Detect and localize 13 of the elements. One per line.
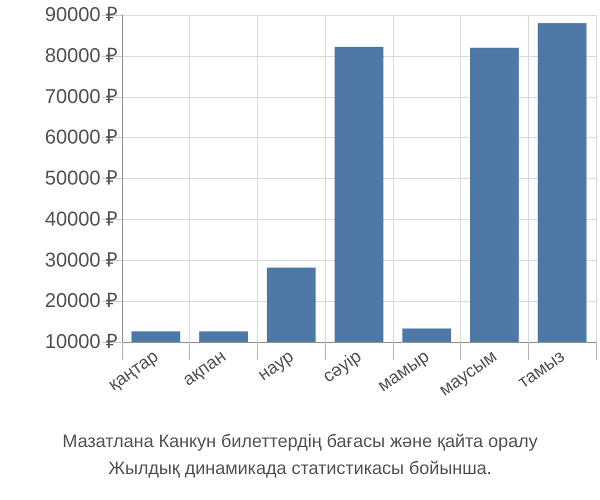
y-tick-label: 40000 ₽ <box>44 208 118 230</box>
y-tick-label: 80000 ₽ <box>44 44 118 67</box>
x-tick-label: сәуір <box>318 346 365 386</box>
y-tick-label: 30000 ₽ <box>44 249 118 272</box>
y-tick-label: 20000 ₽ <box>44 290 118 312</box>
y-tick-label: 10000 ₽ <box>44 331 118 353</box>
text: Мазатлана Канкун билеттердің бағасы және қайта оралу <box>62 431 538 451</box>
text: Жылдық динамикада статистикасы бойынша. <box>108 458 492 478</box>
y-tick-label: 60000 ₽ <box>44 126 118 149</box>
y-tick-label: 70000 ₽ <box>44 86 118 108</box>
y-tick-label: 90000 ₽ <box>44 4 118 26</box>
y-tick-label: 50000 ₽ <box>44 168 118 190</box>
x-tick-label: наур <box>254 346 298 384</box>
